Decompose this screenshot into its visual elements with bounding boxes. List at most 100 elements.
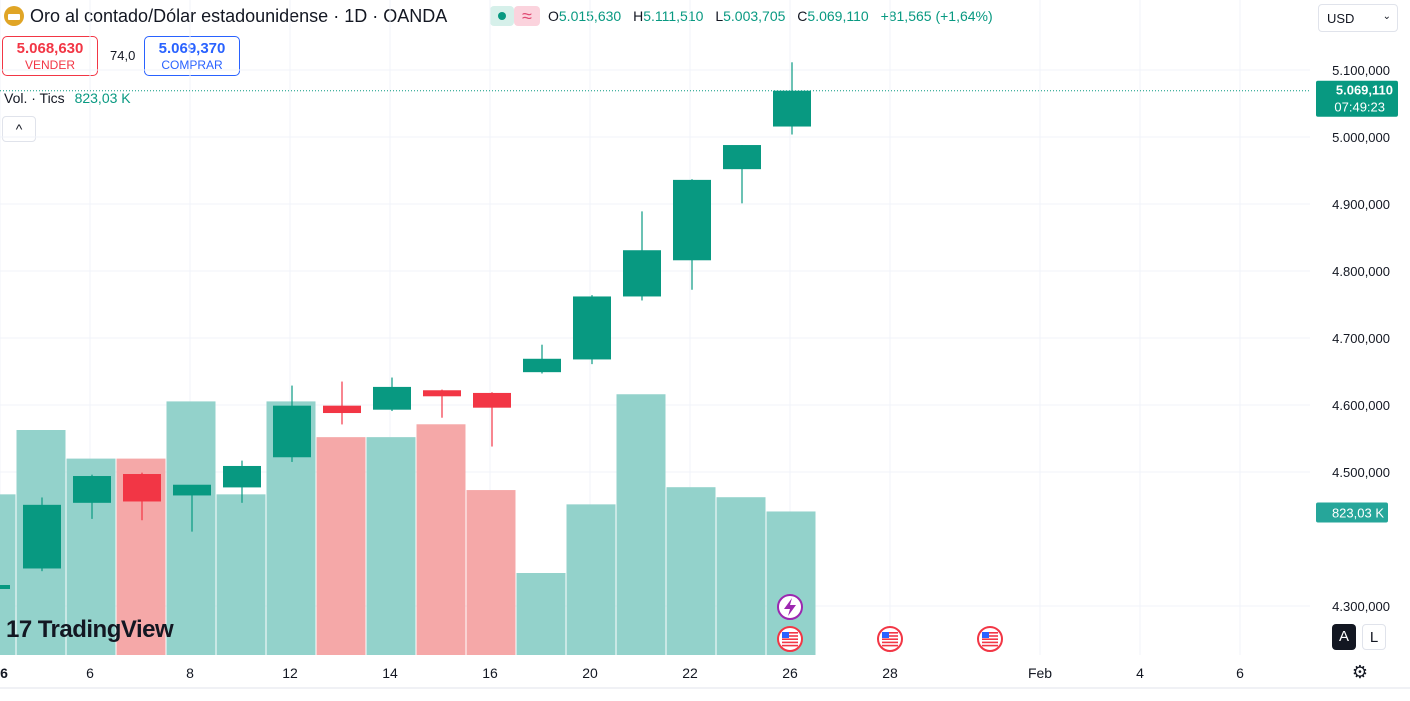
candle-body — [473, 392, 511, 408]
sell-price: 5.068,630 — [16, 40, 84, 57]
currency-value: USD — [1327, 11, 1355, 26]
us-flag-icon[interactable] — [877, 626, 903, 652]
volume-bar — [466, 490, 516, 655]
candle — [123, 472, 161, 521]
candle — [673, 179, 711, 290]
candle — [623, 211, 661, 301]
low-label: L — [715, 8, 724, 24]
last-price-box — [1316, 80, 1398, 117]
volume-bar — [416, 424, 466, 655]
volume-bar — [366, 437, 416, 655]
currency-select[interactable]: USD ⌄ — [1318, 4, 1398, 32]
price-tick-label: 5.100,000 — [1332, 63, 1390, 78]
price-tick-label: 5.000,000 — [1332, 130, 1390, 145]
candle-body — [373, 386, 411, 410]
candle — [73, 474, 111, 519]
close-label: C — [797, 8, 808, 24]
price-tick-label: 4.700,000 — [1332, 331, 1390, 346]
tradingview-logo-icon: 17 — [6, 616, 32, 643]
candle-body — [173, 484, 211, 496]
time-tick-label: 20 — [582, 665, 598, 681]
change-value: +81,565 (+1,64%) — [880, 8, 993, 24]
last-price-badge: 5.069,110 07:49:23 — [1316, 80, 1398, 117]
candle — [423, 389, 461, 418]
volume-legend[interactable]: Vol. · Tics 823,03 K — [4, 90, 131, 106]
low-value: 5.003,705 — [723, 8, 786, 24]
time-tick-label: 22 — [682, 665, 698, 681]
volume-legend-value: 823,03 K — [74, 90, 131, 106]
countdown-label: 07:49:23 — [1334, 100, 1385, 115]
volume-bar — [666, 487, 716, 655]
candle-body — [223, 465, 261, 488]
candle-body — [523, 358, 561, 373]
volume-legend-label: Vol. · Tics — [4, 90, 65, 106]
log-scale-button[interactable]: L — [1362, 624, 1386, 650]
candle-body — [273, 405, 311, 458]
candle — [373, 377, 411, 412]
us-flag-icon[interactable] — [777, 626, 803, 652]
market-open-icon[interactable] — [490, 6, 514, 26]
volume-bar — [566, 504, 616, 655]
time-tick-label: 4 — [1136, 665, 1144, 681]
time-tick-label: 14 — [382, 665, 398, 681]
symbol-title[interactable]: Oro al contado/Dólar estadounidense · 1D… — [30, 6, 448, 26]
buy-button[interactable]: 5.069,370 COMPRAR — [144, 36, 240, 76]
high-value: 5.111,510 — [643, 8, 704, 24]
candle — [773, 62, 811, 135]
gear-icon[interactable]: ⚙ — [1351, 662, 1369, 682]
chart-header: Oro al contado/Dólar estadounidense · 1D… — [0, 0, 1310, 34]
time-tick-label: 6 — [0, 665, 8, 681]
earnings-event-icon[interactable] — [777, 594, 803, 620]
volume-price-label: 823,03 K — [1332, 505, 1384, 520]
us-flag-icon[interactable] — [977, 626, 1003, 652]
candle — [273, 385, 311, 462]
tradingview-logo-text: TradingView — [37, 616, 174, 643]
price-tick-label: 4.600,000 — [1332, 398, 1390, 413]
candle-body — [323, 405, 361, 414]
wave-icon[interactable]: ≈ — [514, 6, 540, 26]
candle-body-partial — [0, 585, 10, 589]
collapse-legend-button[interactable]: ^ — [2, 116, 36, 142]
buy-price: 5.069,370 — [158, 40, 226, 57]
time-tick-label: Feb — [1028, 665, 1052, 681]
volume-bar — [516, 573, 566, 655]
candle-body — [123, 474, 161, 502]
time-tick-label: 26 — [782, 665, 798, 681]
candle — [223, 460, 261, 503]
last-price-label: 5.069,110 — [1336, 83, 1393, 98]
volume-bar — [0, 494, 16, 655]
chevron-down-icon: ⌄ — [1382, 11, 1391, 22]
high-label: H — [633, 8, 644, 24]
candle — [723, 145, 761, 204]
candle-body — [673, 179, 711, 261]
spread-value: 74,0 — [110, 48, 136, 63]
sell-button[interactable]: 5.068,630 VENDER — [2, 36, 98, 76]
candle — [473, 392, 511, 447]
candle-body — [723, 145, 761, 170]
time-tick-label: 16 — [482, 665, 498, 681]
price-tick-label: 4.500,000 — [1332, 465, 1390, 480]
ohlc-values: O5.015,630 H5.111,510 L5.003,705 C5.069,… — [548, 8, 1001, 24]
candle — [573, 295, 611, 365]
candle-body — [423, 390, 461, 397]
volume-price-box — [1316, 502, 1388, 523]
time-tick-label: 6 — [1236, 665, 1244, 681]
volume-bar — [716, 497, 766, 655]
close-value: 5.069,110 — [807, 8, 869, 24]
candle-body — [73, 476, 111, 503]
candle-body — [23, 504, 61, 569]
time-tick-label: 6 — [86, 665, 94, 681]
time-tick-label: 8 — [186, 665, 194, 681]
auto-scale-button[interactable]: A — [1332, 624, 1356, 650]
time-tick-label: 28 — [882, 665, 898, 681]
candle-body — [773, 90, 811, 127]
tradingview-logo[interactable]: 17 TradingView — [6, 616, 174, 644]
buy-label: COMPRAR — [161, 58, 223, 72]
sell-label: VENDER — [24, 58, 75, 72]
price-tick-label: 4.300,000 — [1332, 599, 1390, 614]
volume-bar — [616, 394, 666, 655]
volume-bar — [166, 401, 216, 655]
gold-symbol-icon[interactable] — [4, 6, 24, 26]
volume-bar — [216, 494, 266, 655]
